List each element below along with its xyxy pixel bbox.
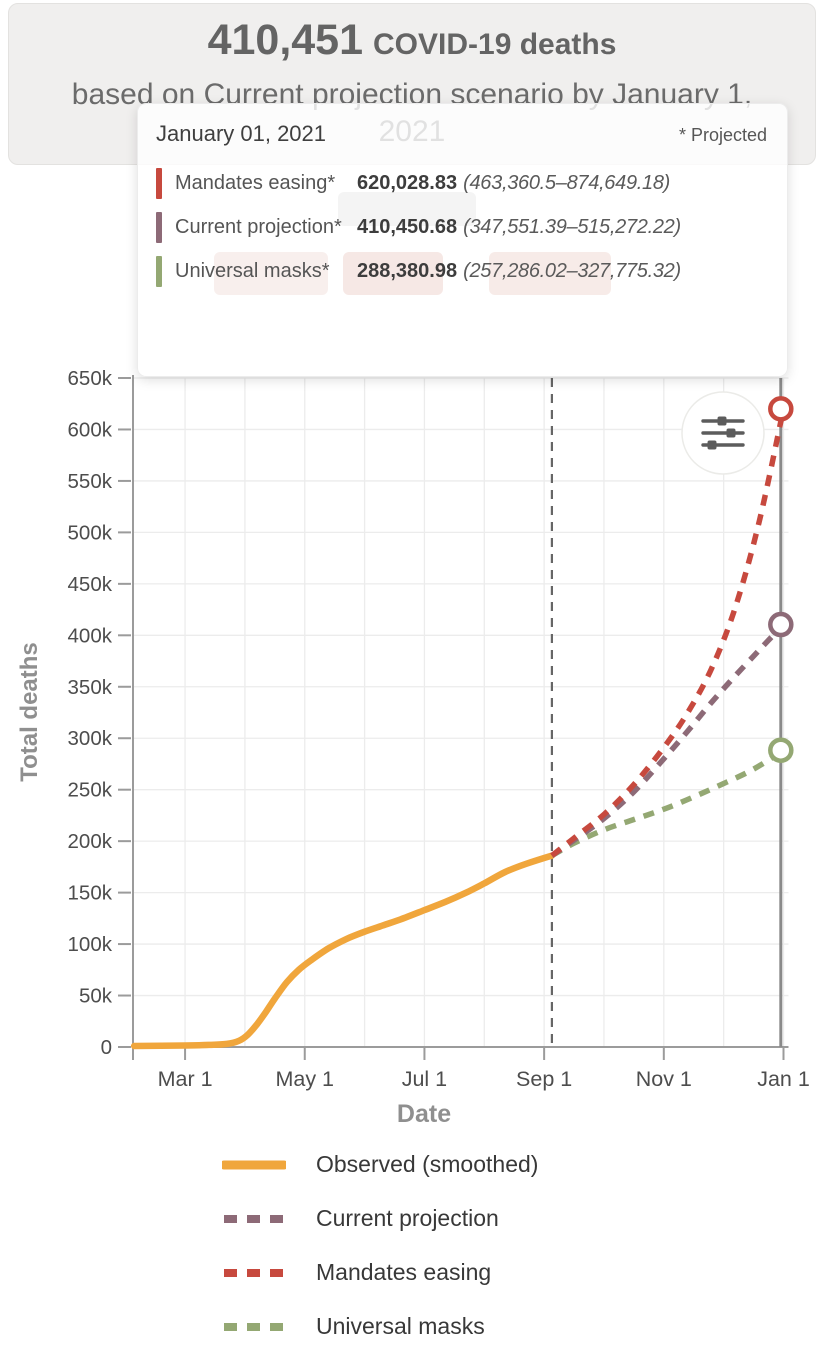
series-label: Universal masks*: [175, 260, 330, 282]
x-tick-label: Jan 1: [757, 1067, 810, 1091]
y-tick-label: 650k: [68, 367, 113, 390]
x-axis-title: Date: [396, 1100, 452, 1128]
grid-lines: [133, 377, 789, 1047]
tooltip-projected-note: * Projected: [678, 125, 767, 145]
y-tick-label: 600k: [68, 418, 113, 441]
y-tick-label: 200k: [68, 830, 113, 853]
y-tick-label: 400k: [68, 624, 113, 647]
chart-legend: Observed (smoothed) Current projection Man…: [222, 1148, 538, 1350]
settings-button[interactable]: [681, 391, 765, 475]
tooltip-row-universal-masks: Universal masks* 288,380.98 (257,286.02–3…: [156, 256, 769, 287]
series-value: 410,450.68: [357, 216, 458, 238]
series-line-observed-smoothed: [130, 852, 556, 1050]
axes: 0 50k 100k 150k 200k 250k 300k 350k 400k 450k 500k…: [68, 367, 810, 1091]
legend-swatch: [224, 1322, 284, 1331]
tooltip-date: January 01, 2021: [156, 121, 327, 146]
legend-label: Mandates easing: [316, 1259, 492, 1285]
legend-swatch: [224, 1214, 284, 1223]
y-tick-label: 350k: [68, 676, 113, 699]
y-tick-label: 50k: [79, 985, 113, 1008]
series-value: 620,028.83: [357, 172, 458, 194]
sliders-icon: [701, 416, 745, 450]
x-tick-label: May 1: [275, 1067, 334, 1091]
endpoint-marker: [768, 611, 794, 638]
series-color-bar: [156, 212, 162, 243]
series-value-group: 410,450.68 (347,551.39–515,272.22): [357, 216, 681, 239]
x-tick-label: Sep 1: [516, 1067, 572, 1091]
y-axis-title: Total deaths: [16, 642, 43, 782]
y-tick-label: 250k: [68, 779, 113, 802]
series-line-universal-masks: [550, 747, 785, 858]
series-ci: (347,551.39–515,272.22): [463, 216, 681, 238]
x-tick-label: Nov 1: [636, 1067, 692, 1091]
tooltip-row-mandates-easing: Mandates easing* 620,028.83 (463,360.5–87…: [156, 168, 769, 199]
series-value-group: 288,380.98 (257,286.02–327,775.32): [357, 260, 681, 283]
y-tick-label: 500k: [68, 521, 113, 544]
series-label: Current projection*: [175, 216, 342, 238]
x-tick-label: Jul 1: [402, 1067, 447, 1091]
legend-item-observed-smoothed: Observed (smoothed): [222, 1148, 538, 1181]
series-color-bar: [156, 256, 162, 287]
series-ci: (257,286.02–327,775.32): [463, 260, 681, 282]
legend-item-mandates-easing: Mandates easing: [222, 1256, 538, 1289]
series-ci: (463,360.5–874,649.18): [463, 172, 671, 194]
tooltip-header: January 01, 2021 * Projected: [138, 104, 787, 147]
endpoint-marker: [768, 737, 794, 763]
y-tick-label: 0: [101, 1036, 112, 1059]
tooltip-row-current-projection: Current projection* 410,450.68 (347,551.3…: [156, 212, 769, 243]
legend-label: Current projection: [316, 1205, 499, 1231]
endpoint-marker: [768, 396, 794, 422]
series-label: Mandates easing*: [175, 172, 336, 194]
y-tick-label: 550k: [68, 470, 113, 493]
x-tick-label: Mar 1: [158, 1067, 213, 1091]
series-color-bar: [156, 168, 162, 199]
y-tick-label: 150k: [68, 882, 113, 905]
y-tick-label: 450k: [68, 573, 113, 596]
death-count-label: COVID-19 deaths: [373, 28, 617, 61]
legend-label: Observed (smoothed): [316, 1151, 539, 1177]
endpoint-markers: [768, 396, 794, 763]
y-tick-label: 100k: [68, 933, 113, 956]
chart-tooltip: January 01, 2021 * Projected Mandates ea…: [137, 103, 788, 377]
death-count: 410,451: [207, 16, 364, 64]
projection-chart[interactable]: 0 50k 100k 150k 200k 250k 300k 350k 400k 450k 500k…: [0, 358, 828, 1100]
series-value-group: 620,028.83 (463,360.5–874,649.18): [357, 172, 670, 195]
y-tick-label: 300k: [68, 727, 113, 750]
summary-headline: 410,451 COVID-19 deaths: [9, 14, 815, 76]
legend-swatch: [222, 1160, 286, 1169]
series-line-mandates-easing: [550, 408, 787, 858]
tooltip-body: Mandates easing* 620,028.83 (463,360.5–87…: [138, 168, 787, 287]
legend-item-universal-masks: Universal masks: [222, 1310, 538, 1343]
legend-swatch: [224, 1268, 284, 1277]
series-value: 288,380.98: [357, 260, 458, 282]
legend-item-current-projection: Current projection: [222, 1202, 538, 1235]
legend-label: Universal masks: [316, 1313, 485, 1339]
